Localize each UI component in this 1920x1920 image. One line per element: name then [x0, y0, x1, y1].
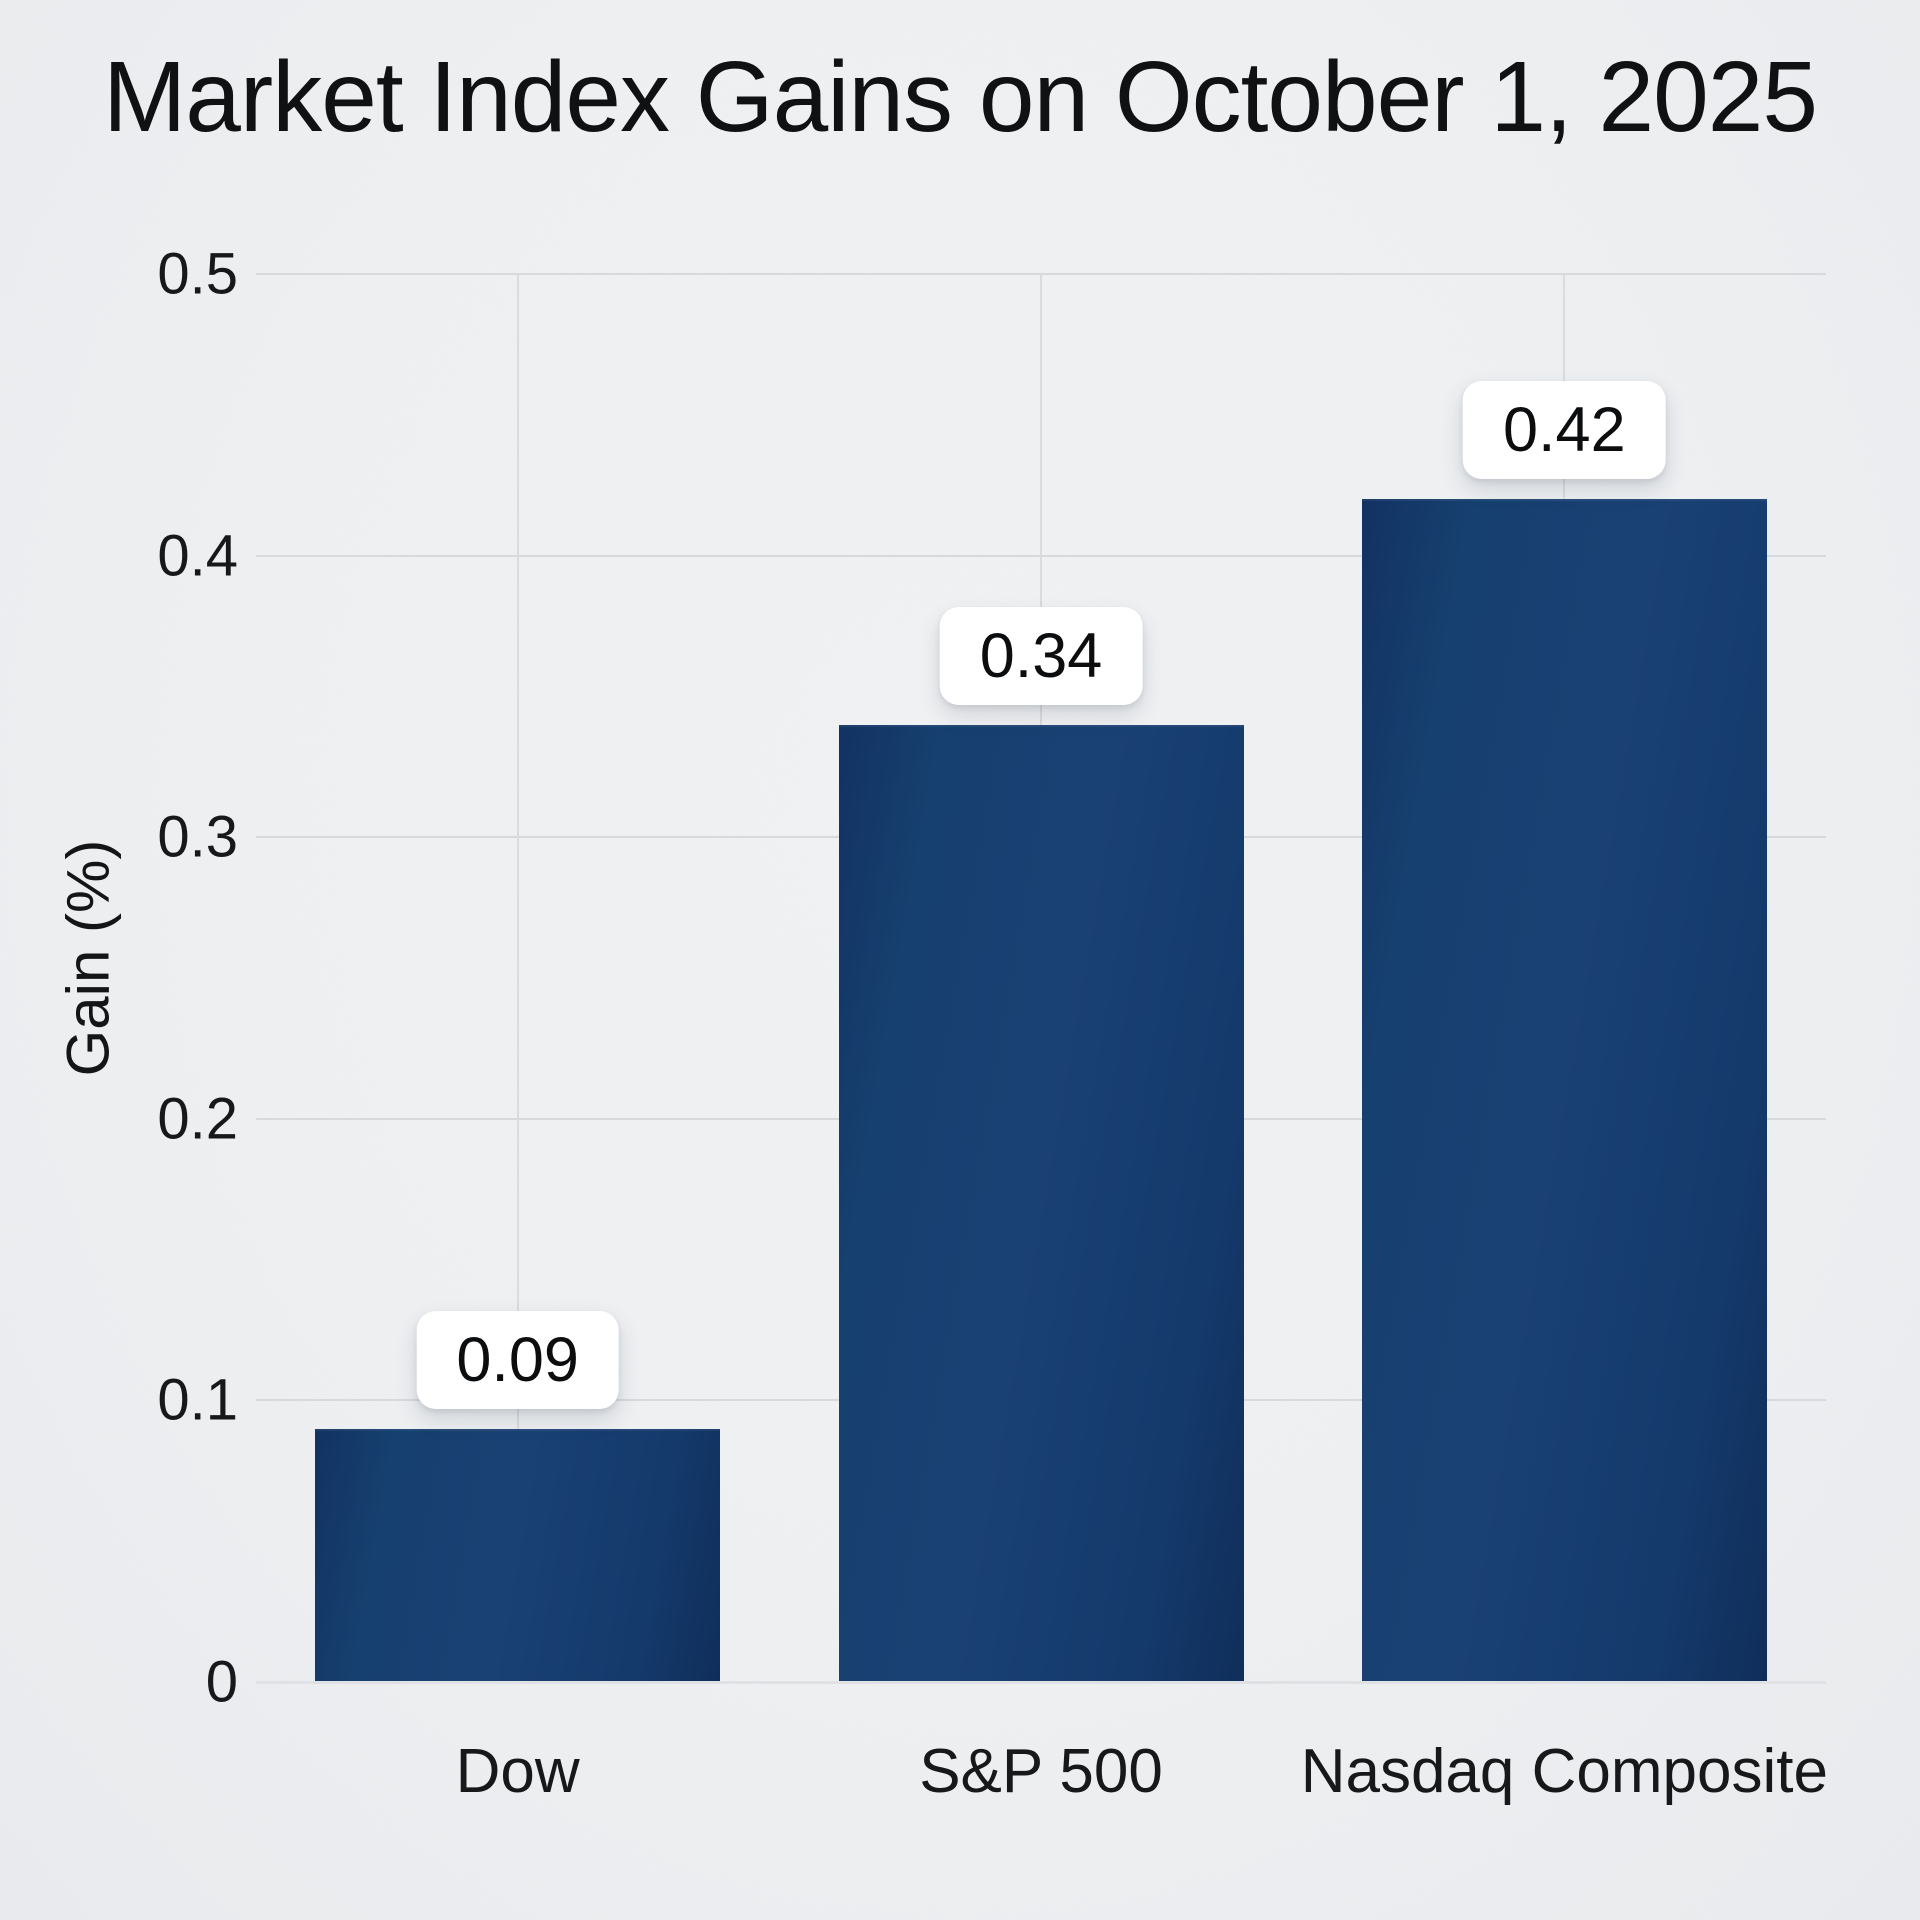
y-tick-label: 0.1: [157, 1367, 238, 1433]
x-tick-label: Nasdaq Composite: [1300, 1737, 1828, 1806]
y-tick-label: 0.5: [157, 241, 238, 307]
x-tick-label: Dow: [455, 1737, 580, 1806]
y-tick-label: 0.2: [157, 1086, 238, 1152]
chart-title: Market Index Gains on October 1, 2025: [103, 41, 1818, 153]
value-label-badge: 0.09: [416, 1310, 619, 1409]
x-tick-label: S&P 500: [919, 1737, 1163, 1806]
value-label-badge: 0.34: [939, 606, 1143, 705]
bar-nasdaq-composite: [1361, 499, 1767, 1682]
value-label-badge: 0.42: [1463, 381, 1666, 480]
bar-s-p-500: [838, 724, 1244, 1682]
x-axis-baseline: [256, 1681, 1826, 1684]
y-tick-label: 0.3: [157, 804, 238, 870]
bar-dow: [315, 1428, 721, 1682]
y-tick-label: 0.4: [157, 523, 238, 589]
y-tick-label: 0: [205, 1649, 238, 1715]
